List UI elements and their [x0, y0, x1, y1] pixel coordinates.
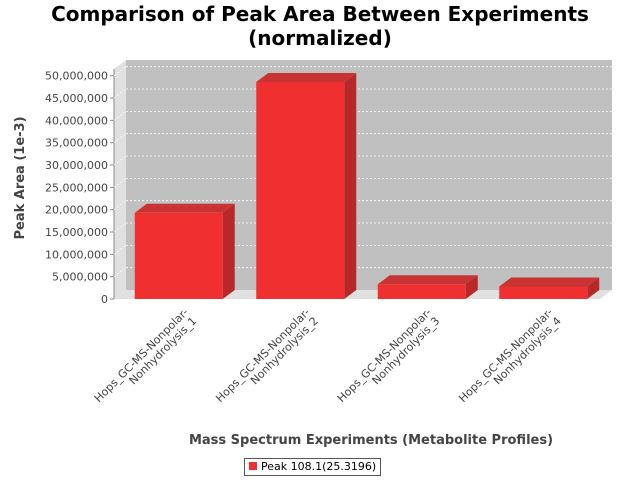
x-tick-label-line: Hops_GC-MS-Nonpolar-	[456, 306, 555, 405]
bar	[256, 72, 357, 300]
bar-side	[465, 275, 478, 299]
y-tick-label: 30,000,000	[45, 159, 108, 172]
chart-title: Comparison of Peak Area Between Experime…	[0, 2, 640, 50]
x-tick-label-line: Hops_GC-MS-Nonpolar-	[92, 306, 191, 405]
y-tick-label: 15,000,000	[45, 226, 108, 239]
gridline-side	[113, 200, 127, 210]
gridline-side	[113, 178, 127, 188]
y-tick-label: 0	[101, 293, 108, 306]
chart-title-line-2: (normalized)	[248, 26, 392, 50]
gridline-side	[113, 66, 127, 77]
y-tick-label: 10,000,000	[45, 248, 108, 261]
bar	[377, 275, 478, 299]
gridline-side	[113, 133, 127, 144]
plot-floor	[114, 290, 612, 299]
x-tick-label-line: Hops_GC-MS-Nonpolar-	[335, 306, 434, 405]
gridline-side	[113, 222, 127, 233]
bar-top	[134, 203, 235, 213]
y-axis: 0 5,000,000 10,000,000 15,000,000 20,000,000…	[45, 70, 114, 306]
bar-side	[344, 72, 357, 300]
y-tick-label: 50,000,000	[45, 70, 108, 83]
x-tick-label: Hops_GC-MS-Nonpolar-Nonhydrolysis_4	[456, 306, 564, 414]
x-axis-title: Mass Spectrum Experiments (Metabolite Pr…	[189, 433, 553, 448]
y-tick-label: 20,000,000	[45, 204, 108, 217]
bar-side	[587, 277, 600, 299]
bar-top	[499, 277, 600, 287]
x-tick-label: Hops_GC-MS-Nonpolar-Nonhydrolysis_1	[92, 306, 200, 414]
y-tick-label: 45,000,000	[45, 92, 108, 105]
x-tick-label-line: Hops_GC-MS-Nonpolar-	[213, 306, 312, 405]
x-axis: Hops_GC-MS-Nonpolar-Nonhydrolysis_1 Hops_…	[92, 306, 564, 414]
gridline-side	[113, 111, 127, 121]
bar-front	[377, 284, 466, 299]
chart-title-line-1: Comparison of Peak Area Between Experime…	[51, 2, 589, 26]
plot-side-wall	[114, 60, 126, 299]
gridline-side	[113, 245, 127, 255]
bar-top	[256, 72, 357, 82]
legend-swatch	[249, 462, 257, 470]
y-tick-label: 5,000,000	[52, 271, 108, 284]
bar-top	[377, 275, 478, 285]
gridline-side	[113, 267, 127, 277]
y-tick-label: 25,000,000	[45, 181, 108, 194]
y-tick-label: 40,000,000	[45, 114, 108, 127]
legend-label: Peak 108.1(25.3196)	[261, 460, 377, 473]
bar-front	[134, 212, 223, 299]
gridline-side	[113, 88, 127, 99]
bar-side	[222, 203, 235, 299]
y-axis-title: Peak Area (1e-3)	[13, 116, 28, 239]
gridline-side	[113, 155, 127, 166]
x-tick-label: Hops_GC-MS-Nonpolar-Nonhydrolysis_3	[335, 306, 443, 414]
bar-front	[499, 286, 588, 299]
bar	[134, 203, 235, 299]
x-tick-label: Hops_GC-MS-Nonpolar-Nonhydrolysis_2	[213, 306, 321, 414]
bar	[499, 277, 600, 299]
bars	[134, 72, 600, 300]
bar-front	[256, 81, 345, 300]
legend: Peak 108.1(25.3196)	[244, 458, 382, 476]
y-tick-label: 35,000,000	[45, 137, 108, 150]
